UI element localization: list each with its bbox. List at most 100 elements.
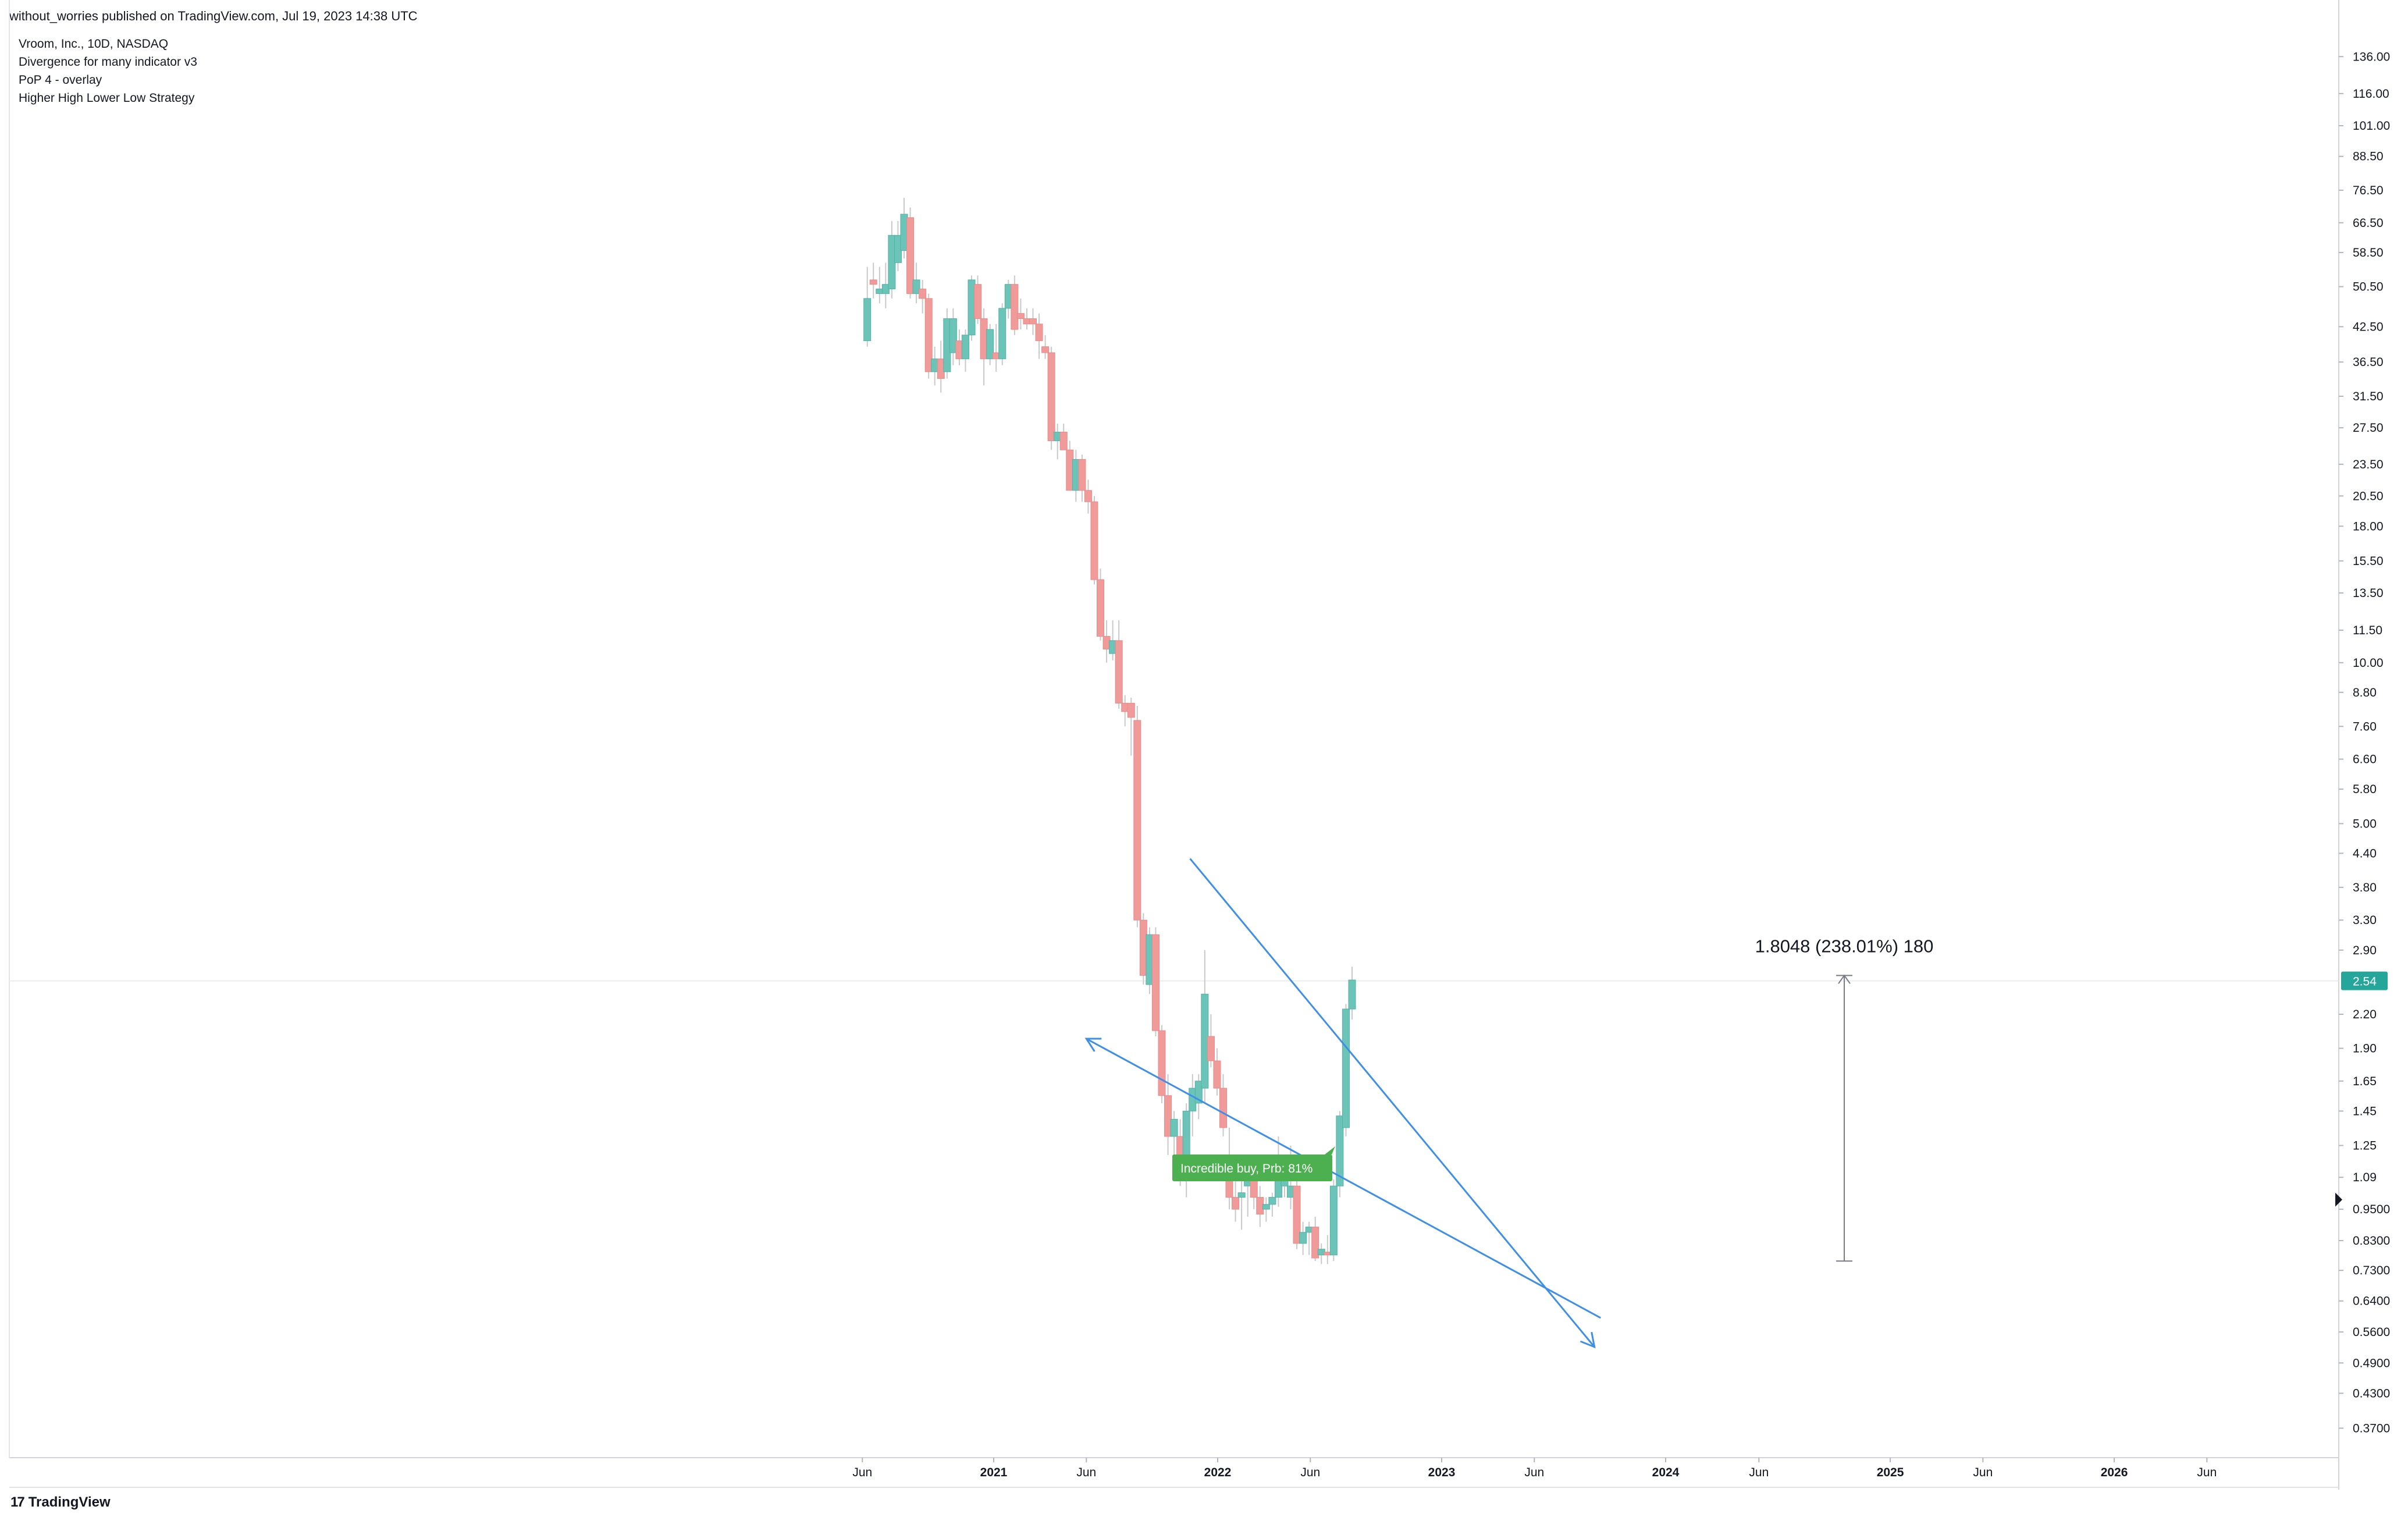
candle-body <box>1035 324 1043 342</box>
y-tick-label: 18.00 <box>2353 520 2384 533</box>
y-tick-label: 27.50 <box>2353 421 2384 435</box>
y-tick-label: 4.40 <box>2353 847 2377 860</box>
y-tick-label: 0.3700 <box>2353 1422 2390 1435</box>
y-tick-label: 15.50 <box>2353 555 2384 568</box>
candle-body <box>1158 1030 1166 1096</box>
candle-body <box>1059 431 1068 450</box>
candle-body <box>924 298 933 372</box>
y-tick-label: 8.80 <box>2353 686 2377 699</box>
candle-body <box>1164 1095 1172 1137</box>
candle-body <box>1348 979 1356 1010</box>
x-tick-label: Jun <box>1524 1466 1544 1479</box>
y-tick-label: 0.8300 <box>2353 1234 2390 1248</box>
candle-body <box>1151 934 1159 1031</box>
candle-body <box>1090 501 1098 580</box>
x-tick-label: 2023 <box>1428 1466 1456 1479</box>
candle-body <box>1011 284 1019 330</box>
x-tick-label: 2021 <box>980 1466 1008 1479</box>
indicator-hhll-strategy[interactable]: Higher High Lower Low Strategy <box>19 91 195 105</box>
candle-body <box>961 335 969 360</box>
y-tick-label: 58.50 <box>2353 246 2384 260</box>
y-tick-label: 31.50 <box>2353 390 2384 403</box>
y-tick-label: 20.50 <box>2353 489 2384 503</box>
x-tick-label: Jun <box>2197 1466 2217 1479</box>
y-tick-label: 88.50 <box>2353 150 2384 164</box>
tradingview-logo-icon: 17 <box>10 1494 25 1510</box>
candle-body <box>869 279 877 285</box>
y-tick-label: 13.50 <box>2353 587 2384 600</box>
y-tick-label: 3.80 <box>2353 881 2377 894</box>
candle-body <box>1170 1118 1178 1137</box>
trendline-lower-arrow <box>1084 1038 1102 1052</box>
candle-body <box>1219 1088 1227 1128</box>
candle-body <box>1329 1185 1338 1256</box>
candle-body <box>1084 490 1092 502</box>
y-tick-label: 10.00 <box>2353 656 2384 670</box>
candle-body <box>1182 1110 1190 1156</box>
candle-body <box>998 308 1006 360</box>
y-tick-label: 0.5600 <box>2353 1326 2390 1339</box>
signal-badge <box>1172 1154 1332 1181</box>
x-tick-label: Jun <box>1749 1466 1769 1479</box>
candle-body <box>986 329 994 360</box>
candle-body <box>906 217 915 294</box>
candle-body <box>1262 1204 1270 1210</box>
candle-body <box>1293 1185 1301 1244</box>
y-tick-label: 1.90 <box>2353 1042 2377 1055</box>
candle-body <box>1016 313 1025 319</box>
last-price-tag <box>2341 971 2388 990</box>
x-tick-label: Jun <box>1076 1466 1096 1479</box>
x-tick-label: 2024 <box>1652 1466 1680 1479</box>
measure-label: 1.8048 (238.01%) 180 <box>1755 936 1934 956</box>
tradingview-brand-text: TradingView <box>28 1494 111 1510</box>
y-tick-label: 6.60 <box>2353 753 2377 766</box>
y-tick-label: 136.00 <box>2353 50 2390 63</box>
candle-body <box>1207 1036 1215 1061</box>
y-tick-label: 42.50 <box>2353 320 2384 333</box>
y-tick-label: 101.00 <box>2353 119 2390 133</box>
y-tick-label: 1.65 <box>2353 1075 2377 1088</box>
candle-body <box>1047 352 1055 442</box>
y-tick-label: 1.09 <box>2353 1171 2377 1184</box>
candle-body <box>1097 579 1105 637</box>
symbol-label[interactable]: Vroom, Inc., 10D, NASDAQ <box>19 37 169 51</box>
indicator-divergence[interactable]: Divergence for many indicator v3 <box>19 55 197 69</box>
x-tick-label: 2026 <box>2101 1466 2128 1479</box>
y-tick-label: 0.9500 <box>2353 1203 2390 1216</box>
x-tick-label: 2022 <box>1204 1466 1232 1479</box>
candle-body <box>1342 1008 1350 1128</box>
x-tick-label: Jun <box>852 1466 872 1479</box>
candle-body <box>974 284 982 319</box>
y-tick-label: 0.7300 <box>2353 1264 2390 1277</box>
candle-body <box>1268 1197 1276 1205</box>
trendline-upper <box>1189 858 1595 1348</box>
candle-body <box>912 279 920 294</box>
y-tick-label: 23.50 <box>2353 458 2384 471</box>
signal-label: Incredible buy, Prb: 81% <box>1180 1162 1313 1175</box>
candle-body <box>1336 1116 1344 1186</box>
candle-body <box>1127 702 1135 718</box>
y-tick-label: 66.50 <box>2353 216 2384 230</box>
x-tick-label: Jun <box>1300 1466 1320 1479</box>
last-price-label: 2.54 <box>2353 975 2377 989</box>
candle-body <box>1115 640 1123 704</box>
indicator-pop4[interactable]: PoP 4 - overlay <box>19 73 102 87</box>
candle-body <box>949 318 957 353</box>
publish-header: without_worries published on TradingView… <box>9 9 418 23</box>
candle-body <box>1311 1227 1319 1259</box>
candle-body <box>1078 459 1086 491</box>
y-tick-label: 0.6400 <box>2353 1295 2390 1308</box>
candle-body <box>919 289 927 299</box>
candle-body <box>1029 318 1037 325</box>
y-tick-label: 11.50 <box>2353 624 2382 637</box>
y-tick-label: 36.50 <box>2353 356 2384 369</box>
y-tick-label: 1.25 <box>2353 1139 2377 1153</box>
x-tick-label: 2025 <box>1877 1466 1904 1479</box>
tradingview-logo[interactable]: 17 TradingView <box>10 1494 111 1511</box>
axis-marker-icon <box>2335 1192 2342 1207</box>
candle-body <box>1232 1197 1240 1210</box>
trendline-lower <box>1086 1038 1601 1319</box>
candle-body <box>1299 1232 1307 1244</box>
y-tick-label: 116.00 <box>2353 87 2389 101</box>
